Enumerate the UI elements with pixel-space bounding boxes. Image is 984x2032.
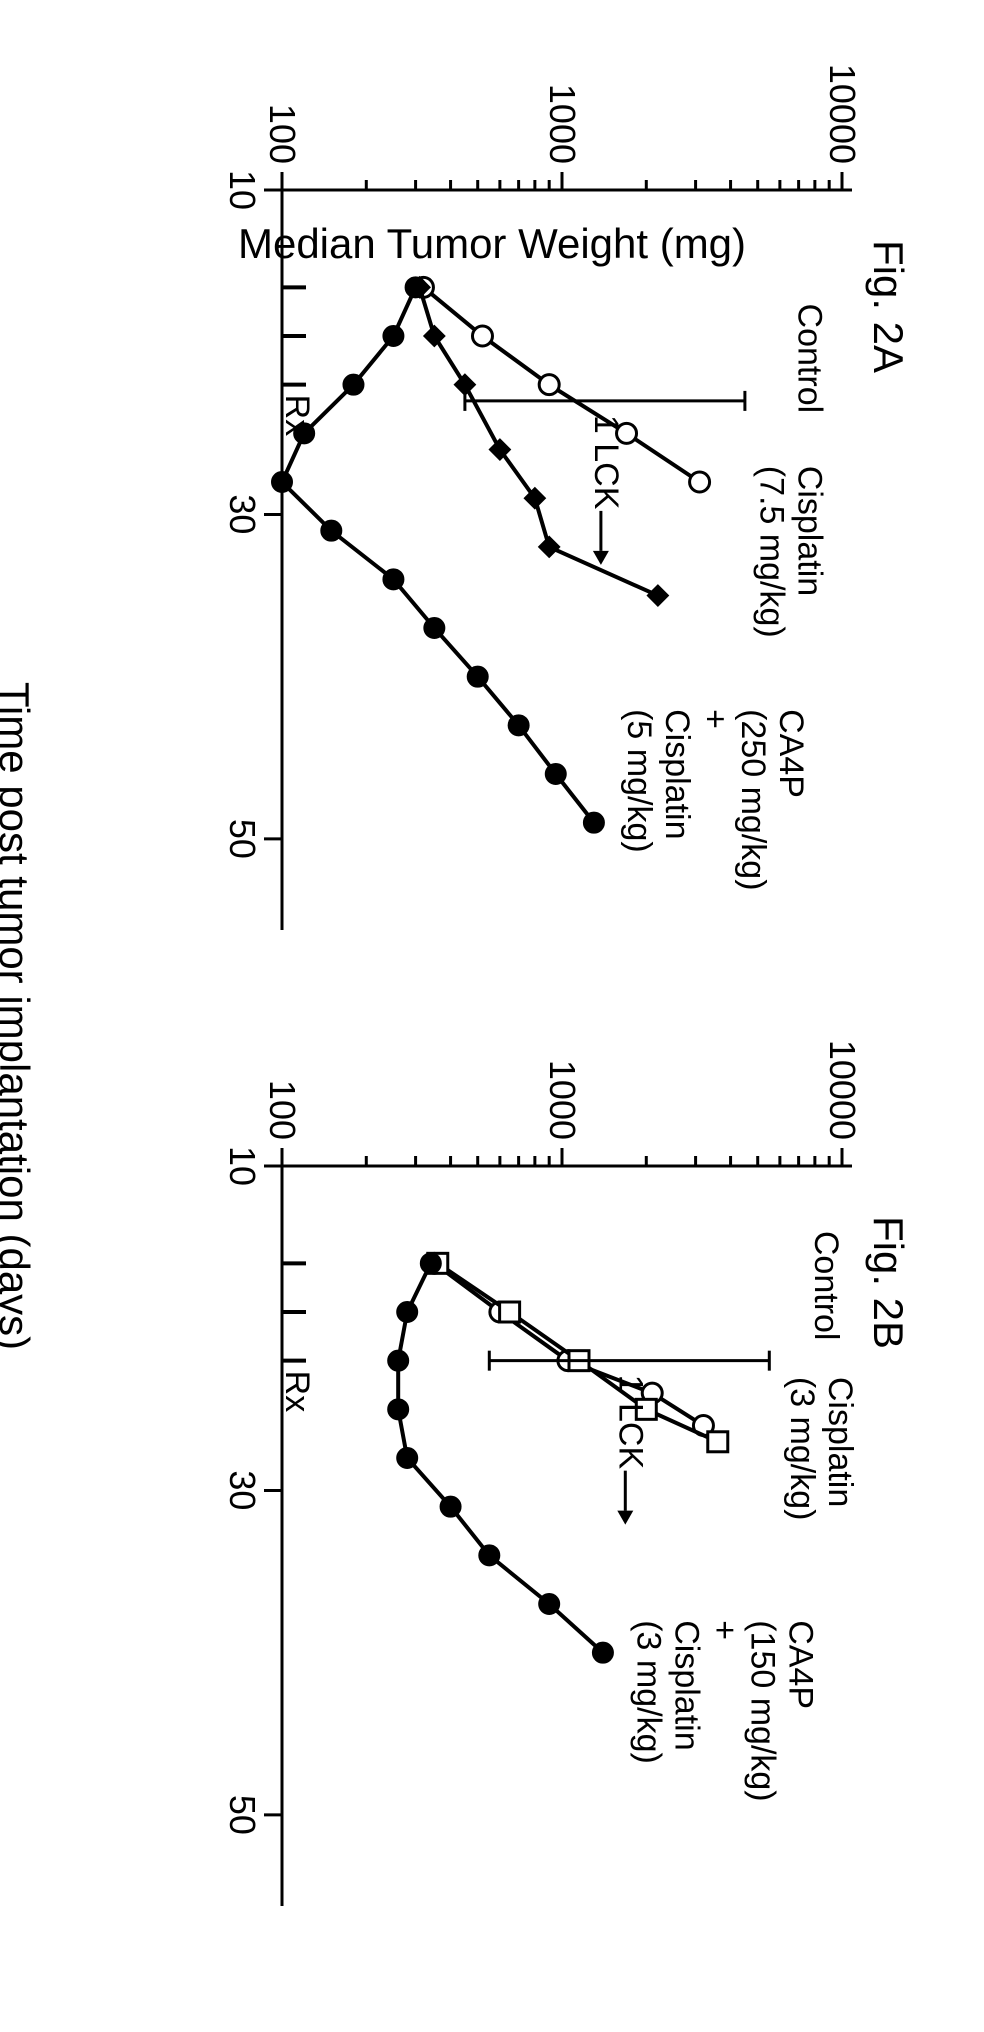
svg-text:Rx: Rx [278, 395, 316, 437]
svg-text:10: 10 [222, 170, 263, 210]
svg-text:(5 mg/kg): (5 mg/kg) [620, 709, 658, 853]
svg-text:10: 10 [222, 1146, 263, 1186]
svg-text:(7.5 mg/kg): (7.5 mg/kg) [753, 466, 791, 638]
svg-text:1 LCK: 1 LCK [611, 1375, 649, 1470]
panel-b-title: Fig. 2B [864, 1216, 912, 1349]
svg-text:50: 50 [222, 819, 263, 859]
chart-b-svg: 100 1000 10000 10 30 50 Rx 1 LCK Control Cisplati… [182, 1036, 902, 1916]
svg-text:CA4P: CA4P [782, 1620, 820, 1709]
svg-text:1000: 1000 [542, 1060, 583, 1140]
svg-text:1 LCK: 1 LCK [587, 415, 625, 510]
svg-text:(250 mg/kg): (250 mg/kg) [734, 709, 772, 890]
svg-text:1000: 1000 [542, 84, 583, 164]
svg-text:30: 30 [222, 1470, 263, 1510]
y-axis-label: Median Tumor Weight (mg) [238, 220, 746, 268]
svg-text:(3 mg/kg): (3 mg/kg) [783, 1377, 821, 1521]
svg-text:Cisplatin: Cisplatin [791, 466, 829, 596]
svg-text:100: 100 [262, 1080, 303, 1140]
svg-text:Cisplatin: Cisplatin [821, 1377, 859, 1507]
svg-text:30: 30 [222, 494, 263, 534]
svg-text:+: + [696, 709, 734, 729]
svg-text:50: 50 [222, 1795, 263, 1835]
chart-a-svg: 100 1000 10000 10 30 50 Rx 1 LCK Control Cisplati… [182, 60, 902, 940]
svg-text:CA4P: CA4P [772, 709, 810, 798]
svg-text:Control: Control [791, 304, 829, 414]
x-axis-label: Time post tumor implantation (days) [0, 0, 38, 2032]
svg-text:+: + [706, 1620, 744, 1640]
svg-text:10000: 10000 [822, 64, 863, 164]
panel-b: Fig. 2B 100100010000103050Rx1 LCKControl… [82, 1036, 902, 1972]
svg-text:(150 mg/kg): (150 mg/kg) [744, 1620, 782, 1801]
svg-text:Cisplatin: Cisplatin [658, 709, 696, 839]
panel-a: Fig. 2A Median Tumor Weight (mg) 1001000… [82, 60, 902, 996]
svg-text:Rx: Rx [278, 1371, 316, 1413]
svg-text:Cisplatin: Cisplatin [668, 1620, 706, 1750]
svg-text:(3 mg/kg): (3 mg/kg) [630, 1620, 668, 1764]
svg-text:Control: Control [807, 1231, 845, 1341]
svg-text:100: 100 [262, 104, 303, 164]
panel-a-title: Fig. 2A [864, 240, 912, 373]
svg-text:10000: 10000 [822, 1040, 863, 1140]
